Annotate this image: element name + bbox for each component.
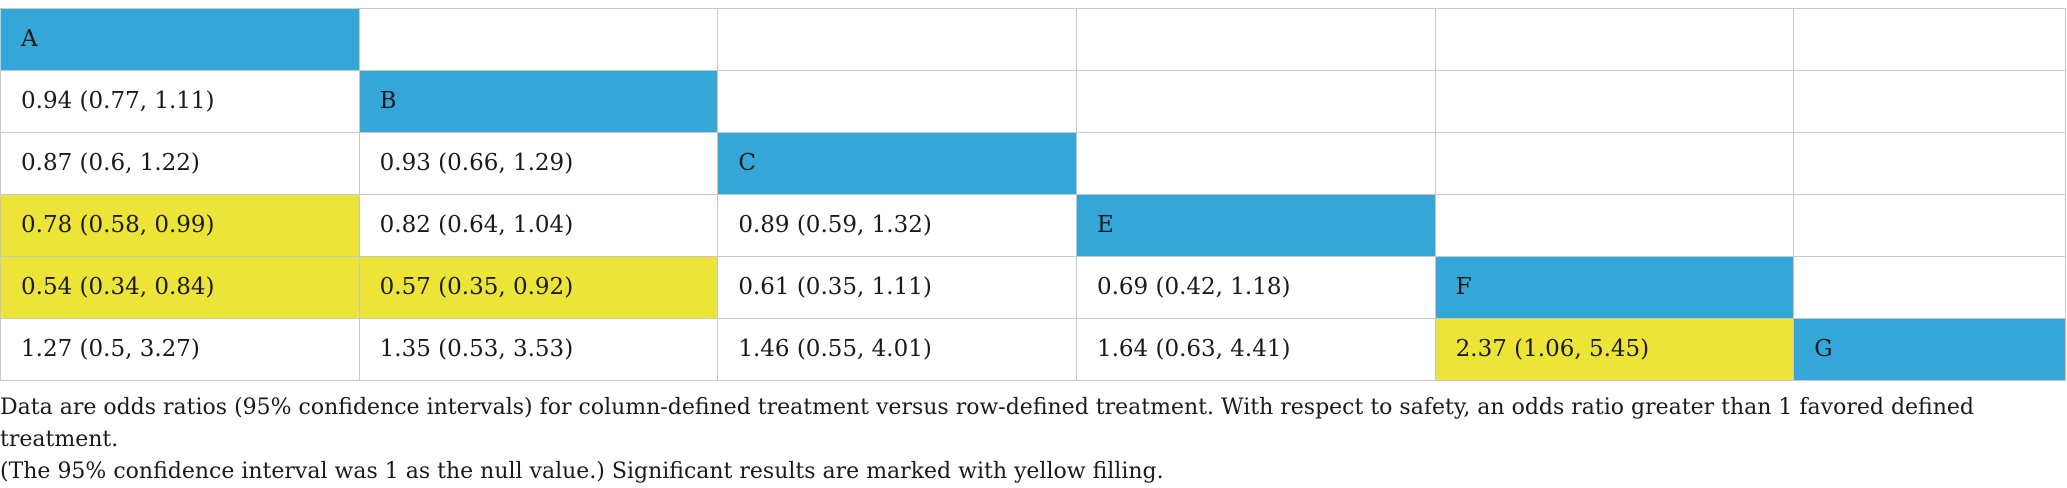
empty-cell [1434,194,1795,257]
table-row: 1.27 (0.5, 3.27) 1.35 (0.53, 3.53) 1.46 … [0,318,2066,381]
empty-cell [1434,8,1795,71]
empty-cell [1793,194,2066,257]
odds-ratio-cell: 1.64 (0.63, 4.41) [1075,318,1436,381]
odds-ratio-cell: 0.87 (0.6, 1.22) [0,132,360,195]
odds-ratio-cell: 1.27 (0.5, 3.27) [0,318,360,381]
significant-odds-ratio-cell: 2.37 (1.06, 5.45) [1434,318,1795,381]
treatment-cell: C [717,132,1077,195]
empty-cell [1075,70,1436,133]
footnote-line: Data are odds ratios (95% confidence int… [0,395,1975,452]
treatment-cell: E [1075,194,1436,257]
treatment-cell: G [1793,318,2066,381]
empty-cell [1793,70,2066,133]
significant-odds-ratio-cell: 0.78 (0.58, 0.99) [0,194,360,257]
empty-cell [1075,132,1436,195]
empty-cell [1434,132,1795,195]
empty-cell [717,8,1077,71]
odds-ratio-cell: 1.46 (0.55, 4.01) [717,318,1077,381]
treatment-cell: A [0,8,360,71]
league-table: A 0.94 (0.77, 1.11) B 0.87 (0.6, 1.22) 0… [0,8,2066,381]
table-row: 0.54 (0.34, 0.84) 0.57 (0.35, 0.92) 0.61… [0,256,2066,319]
odds-ratio-cell: 0.89 (0.59, 1.32) [717,194,1077,257]
empty-cell [1434,70,1795,133]
odds-ratio-cell: 0.82 (0.64, 1.04) [358,194,719,257]
empty-cell [358,8,719,71]
table-footnote: Data are odds ratios (95% confidence int… [0,392,2060,488]
significant-odds-ratio-cell: 0.57 (0.35, 0.92) [358,256,719,319]
empty-cell [1793,8,2066,71]
table-row: 0.87 (0.6, 1.22) 0.93 (0.66, 1.29) C [0,132,2066,195]
empty-cell [1793,256,2066,319]
footnote-line: (The 95% confidence interval was 1 as th… [0,459,1164,484]
odds-ratio-cell: 0.69 (0.42, 1.18) [1075,256,1436,319]
treatment-cell: F [1434,256,1795,319]
treatment-cell: B [358,70,719,133]
odds-ratio-cell: 0.93 (0.66, 1.29) [358,132,719,195]
empty-cell [717,70,1077,133]
table-row: 0.78 (0.58, 0.99) 0.82 (0.64, 1.04) 0.89… [0,194,2066,257]
odds-ratio-cell: 1.35 (0.53, 3.53) [358,318,719,381]
empty-cell [1075,8,1436,71]
table-row: A [0,8,2066,71]
table-row: 0.94 (0.77, 1.11) B [0,70,2066,133]
odds-ratio-cell: 0.61 (0.35, 1.11) [717,256,1077,319]
odds-ratio-cell: 0.94 (0.77, 1.11) [0,70,360,133]
empty-cell [1793,132,2066,195]
page: A 0.94 (0.77, 1.11) B 0.87 (0.6, 1.22) 0… [0,8,2066,484]
significant-odds-ratio-cell: 0.54 (0.34, 0.84) [0,256,360,319]
